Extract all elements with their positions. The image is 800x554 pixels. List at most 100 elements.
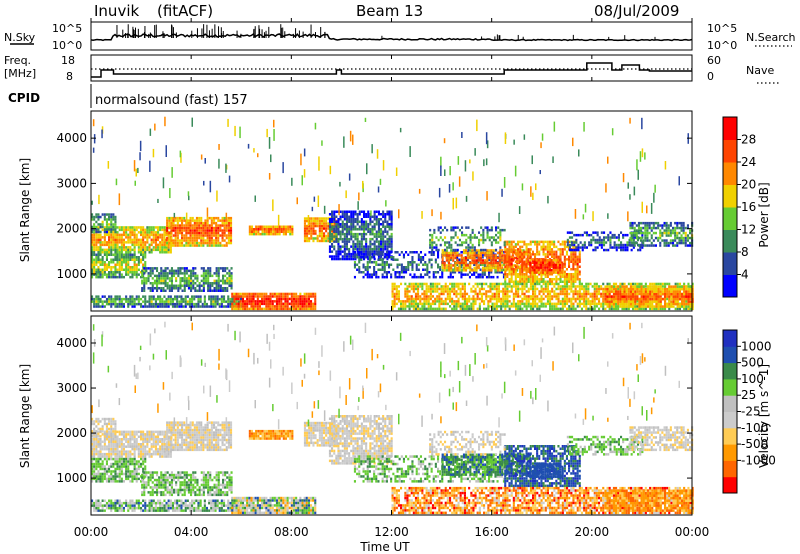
power-cell (574, 258, 577, 261)
power-cell (135, 256, 138, 259)
power-cell (219, 267, 222, 270)
power-cell (394, 271, 397, 274)
power-cell (331, 215, 334, 218)
power-cell (510, 302, 513, 306)
power-cell (448, 251, 451, 255)
power-cell (265, 295, 268, 298)
power-cell (323, 237, 326, 240)
power-cell (178, 300, 181, 303)
power-cell (93, 258, 96, 261)
power-cell (373, 257, 376, 261)
power-cell (331, 232, 334, 236)
power-cell (548, 259, 551, 262)
power-cell (110, 258, 113, 261)
power-cell (177, 274, 180, 278)
power-cell (161, 305, 164, 308)
power-cell (463, 305, 466, 308)
power-cell (127, 271, 130, 274)
power-cell (174, 236, 177, 240)
power-cell (646, 285, 649, 288)
power-cell (653, 307, 656, 311)
power-cell (546, 268, 549, 272)
power-cell (617, 307, 620, 311)
power-cell (383, 261, 386, 264)
power-cell (460, 259, 463, 262)
power-cell (366, 273, 369, 276)
power-cell (417, 285, 420, 288)
power-cell (179, 284, 182, 287)
power-cell (487, 290, 490, 293)
power-cell (166, 226, 169, 230)
power-cell (521, 253, 524, 256)
power-cell (339, 210, 342, 213)
power-cell (559, 266, 562, 269)
power-cell (587, 300, 590, 303)
power-cell (572, 295, 575, 298)
power-cell (391, 292, 394, 296)
power-cell (644, 285, 647, 288)
power-cell (578, 282, 581, 286)
power-cell (170, 284, 173, 287)
power-cell (451, 282, 454, 286)
power-cell (519, 287, 522, 291)
power-cell (135, 302, 138, 306)
power-cell (444, 302, 447, 306)
power-cell (444, 307, 447, 311)
power-cell (318, 222, 321, 225)
power-cell (434, 287, 437, 291)
power-cell (568, 275, 571, 278)
power-cell (217, 284, 220, 287)
power-cell (568, 300, 571, 303)
power-cell (546, 263, 549, 267)
power-cell (189, 221, 192, 225)
nsky-panel-frame (90, 21, 693, 51)
power-cell (574, 287, 577, 291)
power-cell (116, 268, 119, 271)
power-cell (348, 228, 351, 231)
power-cell (231, 297, 234, 301)
power-cell (101, 295, 104, 298)
power-cell (358, 242, 361, 246)
power-cell (176, 239, 179, 242)
power-cell (172, 234, 175, 237)
power-cell (364, 268, 367, 271)
power-cell (101, 273, 104, 276)
power-cell (537, 268, 540, 272)
power-cell (166, 231, 169, 235)
power-cell (424, 253, 427, 256)
power-cell (140, 261, 143, 264)
power-cell (476, 307, 479, 311)
power-cell (129, 241, 132, 244)
power-cell (417, 292, 420, 296)
power-cell (506, 285, 509, 288)
power-cell (150, 241, 153, 244)
power-cell (512, 280, 515, 283)
power-cell (565, 245, 568, 249)
power-cell (282, 307, 285, 311)
power-cell (363, 215, 366, 218)
power-cell (223, 216, 226, 220)
power-cell (163, 300, 166, 303)
power-cell (261, 232, 264, 236)
power-cell (169, 251, 172, 254)
power-cell (217, 219, 220, 222)
power-cell (122, 238, 125, 242)
power-cell (448, 264, 451, 267)
power-cell (566, 295, 569, 298)
power-cell (163, 243, 166, 247)
power-cell (174, 229, 177, 232)
power-cell (235, 305, 238, 308)
power-cell (170, 277, 173, 280)
power-cell (419, 295, 422, 298)
power-cell (318, 224, 321, 228)
power-cell (305, 300, 308, 303)
power-cell (137, 263, 140, 266)
power-cell (371, 230, 374, 233)
power-cell (248, 232, 251, 236)
power-cell (459, 305, 462, 308)
power-cell (408, 307, 411, 311)
power-cell (137, 251, 140, 254)
power-cell (413, 251, 416, 254)
power-cell (548, 245, 551, 249)
power-cell (213, 241, 216, 245)
